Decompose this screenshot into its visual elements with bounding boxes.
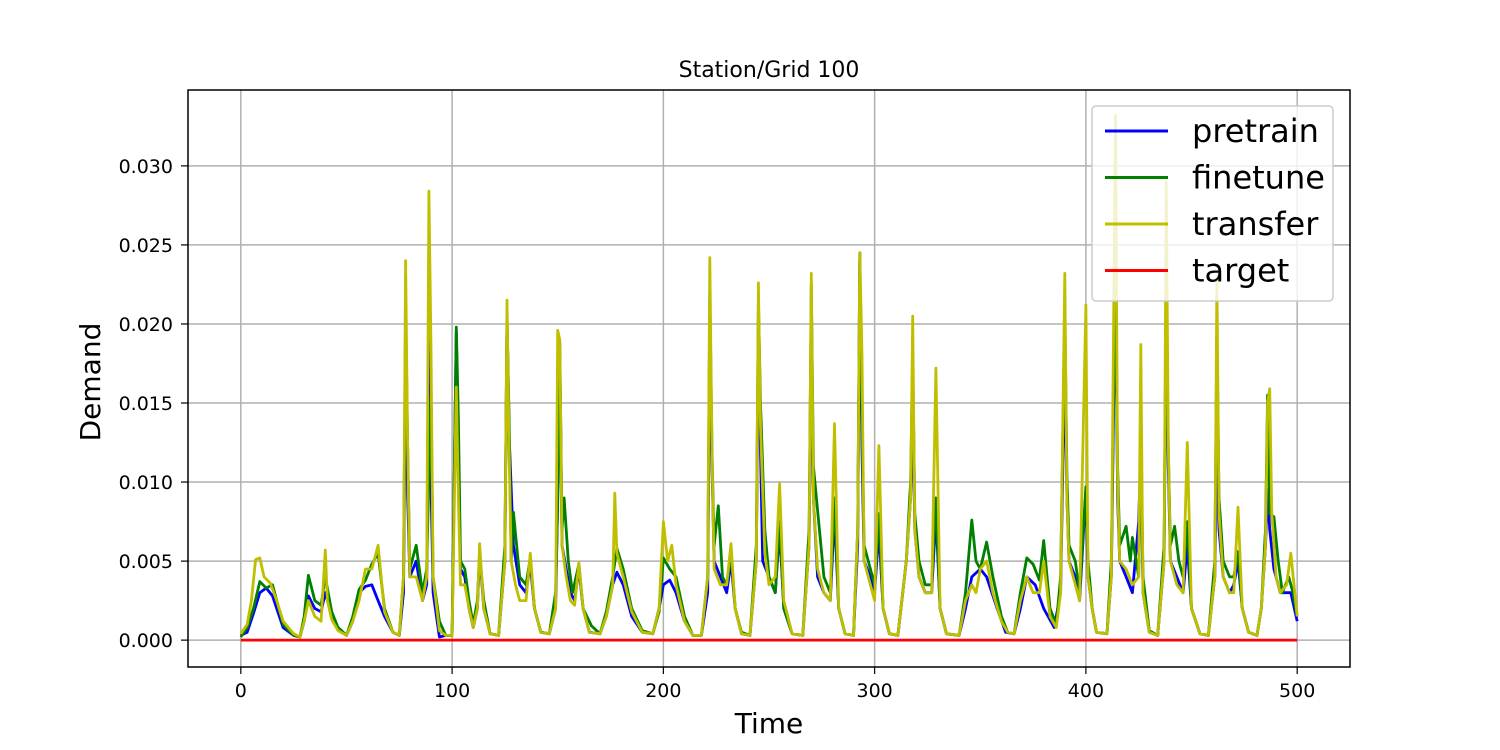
y-tick-label: 0.010 [119, 472, 173, 494]
x-tick-label: 200 [645, 680, 681, 702]
x-tick-label: 0 [235, 680, 247, 702]
legend-label-pretrain: pretrain [1192, 112, 1319, 150]
y-axis-label: Demand [74, 323, 107, 442]
y-tick-label: 0.000 [119, 630, 173, 652]
x-tick-label: 100 [434, 680, 470, 702]
legend-label-transfer: transfer [1192, 205, 1319, 243]
x-tick-label: 400 [1068, 680, 1104, 702]
y-tick-label: 0.015 [119, 393, 173, 415]
x-tick-label: 500 [1279, 680, 1315, 702]
series-line-transfer [239, 113, 1299, 639]
legend-label-finetune: finetune [1192, 159, 1325, 197]
y-tick-label: 0.020 [119, 314, 173, 336]
y-tick-label: 0.030 [119, 156, 173, 178]
plot-frame [187, 89, 1351, 668]
y-tick-label: 0.005 [119, 551, 173, 573]
series-lines [239, 113, 1299, 642]
y-axis: 0.000 0.005 0.010 0.015 0.020 0.025 0.030 [119, 156, 188, 652]
x-axis-label: Time [734, 707, 804, 740]
legend: pretrain finetune transfer target [1091, 105, 1334, 302]
y-tick-label: 0.025 [119, 235, 173, 257]
chart-title: Station/Grid 100 [679, 58, 860, 83]
x-tick-label: 300 [857, 680, 893, 702]
legend-box [1091, 105, 1334, 302]
legend-label-target: target [1192, 252, 1289, 290]
x-axis: 0 100 200 300 400 500 [235, 667, 1315, 702]
